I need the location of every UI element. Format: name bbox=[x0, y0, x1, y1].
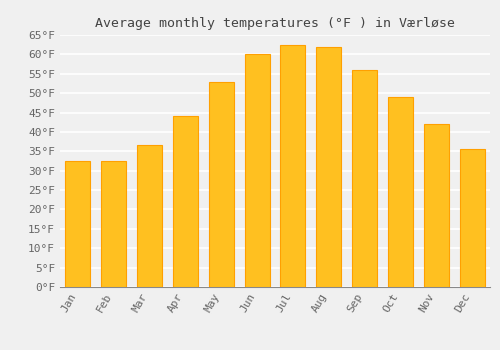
Bar bbox=[66, 161, 90, 287]
Bar bbox=[352, 70, 377, 287]
Bar bbox=[137, 146, 162, 287]
Bar bbox=[244, 54, 270, 287]
Title: Average monthly temperatures (°F ) in Værløse: Average monthly temperatures (°F ) in Væ… bbox=[95, 17, 455, 30]
Bar bbox=[208, 82, 234, 287]
Bar bbox=[424, 124, 449, 287]
Bar bbox=[280, 45, 305, 287]
Bar bbox=[460, 149, 484, 287]
Bar bbox=[388, 97, 413, 287]
Bar bbox=[316, 47, 342, 287]
Bar bbox=[101, 161, 126, 287]
Bar bbox=[173, 117, 198, 287]
